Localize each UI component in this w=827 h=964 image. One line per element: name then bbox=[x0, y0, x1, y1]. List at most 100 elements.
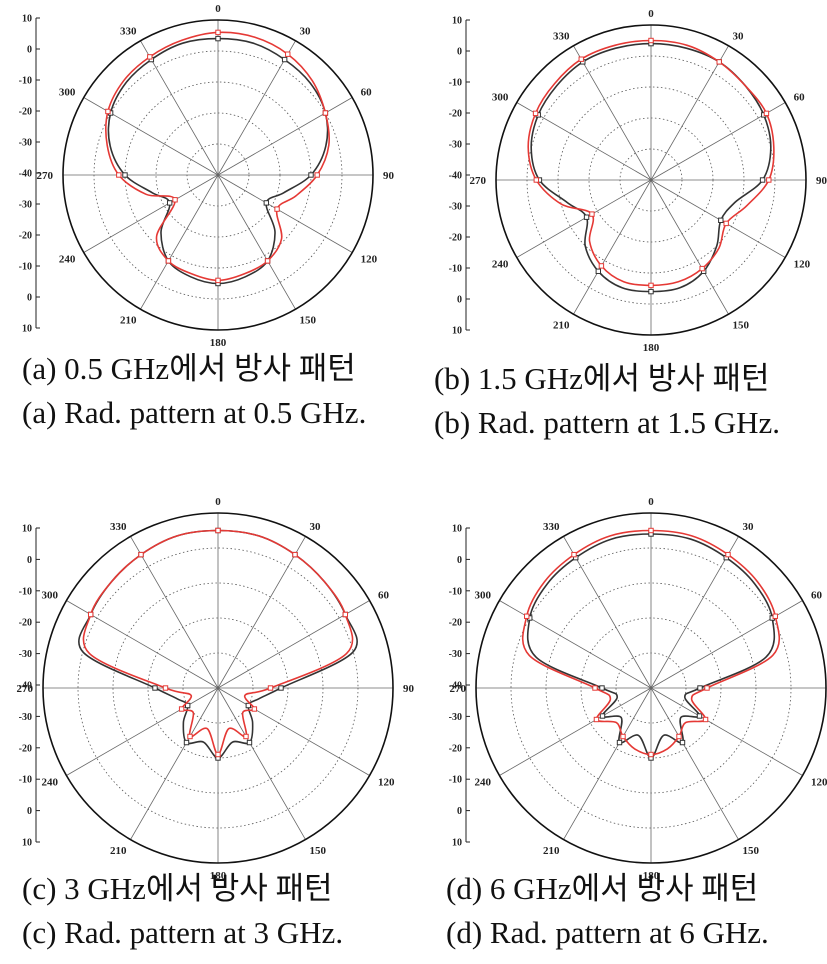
data-point bbox=[292, 551, 298, 558]
angle-label: 120 bbox=[794, 259, 811, 271]
data-point bbox=[595, 268, 602, 274]
angle-label: 240 bbox=[59, 254, 76, 266]
r-tick-label: -30 bbox=[449, 649, 462, 660]
data-point bbox=[616, 739, 623, 746]
data-point bbox=[648, 37, 654, 44]
data-point bbox=[178, 706, 185, 712]
r-tick-label: 10 bbox=[22, 838, 32, 849]
angle-label: 270 bbox=[17, 683, 34, 695]
grid-spoke bbox=[140, 174, 219, 310]
data-point bbox=[183, 739, 190, 746]
r-tick-label: 10 bbox=[452, 838, 462, 849]
r-tick-label: -40 bbox=[449, 171, 462, 182]
r-tick-label: -10 bbox=[449, 78, 462, 89]
grid-spoke bbox=[83, 174, 219, 253]
polar-plot-c: 0 30 60 90 120 150 180 210 240 270 300 330 10 0 -10 -20… bbox=[17, 496, 415, 882]
angle-label: 60 bbox=[794, 92, 806, 104]
data-point bbox=[87, 611, 94, 618]
data-point bbox=[215, 29, 221, 36]
r-tick-label: -10 bbox=[449, 775, 462, 786]
grid-spoke bbox=[563, 536, 652, 689]
r-tick-label: 0 bbox=[27, 806, 32, 817]
angle-label: 90 bbox=[816, 175, 827, 187]
data-point bbox=[648, 282, 654, 289]
caption-en-d: (d) Rad. pattern at 6 GHz. bbox=[446, 915, 769, 950]
polar-plot-d: 0306090120150180210240270300330100-10-20… bbox=[449, 496, 827, 882]
grid-spoke bbox=[217, 174, 353, 253]
data-point bbox=[166, 200, 173, 206]
data-point bbox=[267, 685, 274, 691]
r-tick-label: 10 bbox=[452, 524, 462, 535]
grid-spoke bbox=[499, 600, 652, 689]
data-point bbox=[679, 739, 686, 746]
r-tick-label: -20 bbox=[19, 618, 32, 629]
r-tick-label: -20 bbox=[449, 233, 462, 244]
data-point bbox=[314, 172, 320, 178]
angle-label: 0 bbox=[215, 496, 221, 508]
data-point bbox=[648, 751, 654, 758]
caption-ko-a: (a) 0.5 GHz에서 방사 패턴 bbox=[22, 351, 356, 386]
data-point bbox=[593, 716, 600, 723]
data-point bbox=[105, 108, 111, 115]
angle-label: 60 bbox=[378, 590, 390, 602]
data-point bbox=[696, 713, 703, 719]
grid-spoke bbox=[650, 179, 729, 315]
angle-label: 270 bbox=[37, 170, 54, 182]
angle-label: 300 bbox=[492, 92, 509, 104]
data-point bbox=[245, 702, 252, 709]
r-tick-label: -10 bbox=[449, 264, 462, 275]
polar-plot-a: 0 30 60 90 120 150 180 210 240 270 300 330 10 0 -10 -20… bbox=[19, 3, 395, 349]
angle-label: 270 bbox=[470, 175, 487, 187]
angle-label: 30 bbox=[310, 521, 322, 533]
grid-spoke bbox=[217, 40, 296, 176]
caption-ko-c: (c) 3 GHz에서 방사 패턴 bbox=[22, 871, 333, 906]
data-point bbox=[263, 200, 270, 206]
angle-label: 60 bbox=[811, 590, 823, 602]
angle-label: 120 bbox=[378, 777, 395, 789]
angle-label: 120 bbox=[811, 777, 827, 789]
data-point bbox=[147, 54, 153, 60]
r-tick-label: 0 bbox=[27, 555, 32, 566]
r-tick-label: 10 bbox=[22, 14, 32, 25]
data-point bbox=[162, 685, 169, 691]
data-point bbox=[723, 220, 729, 227]
data-point bbox=[187, 733, 193, 740]
data-point bbox=[184, 702, 191, 709]
data-point bbox=[571, 551, 577, 558]
angle-label: 180 bbox=[210, 337, 227, 349]
r-tick-label: -30 bbox=[19, 712, 32, 723]
angle-label: 150 bbox=[733, 320, 750, 332]
data-point bbox=[264, 258, 271, 264]
data-point bbox=[648, 527, 654, 534]
angle-label: 30 bbox=[743, 521, 755, 533]
r-tick-label: 0 bbox=[27, 45, 32, 56]
angle-label: 330 bbox=[120, 25, 137, 37]
r-tick-label: -30 bbox=[19, 200, 32, 211]
angle-label: 300 bbox=[42, 590, 59, 602]
grid-spoke bbox=[650, 45, 729, 181]
data-point bbox=[766, 177, 772, 183]
r-tick-label: -30 bbox=[449, 712, 462, 723]
data-point bbox=[716, 59, 722, 65]
grid-spoke bbox=[217, 687, 306, 840]
data-point bbox=[138, 551, 144, 558]
data-point bbox=[116, 172, 122, 178]
r-tick-label: -40 bbox=[19, 169, 32, 180]
data-point bbox=[172, 197, 178, 203]
angle-label: 240 bbox=[42, 777, 59, 789]
data-point bbox=[676, 733, 682, 740]
outer-circle bbox=[495, 24, 807, 336]
data-point bbox=[215, 277, 221, 284]
r-tick-label: -10 bbox=[449, 586, 462, 597]
caption-ko-d: (d) 6 GHz에서 방사 패턴 bbox=[446, 871, 759, 906]
r-tick-label: 0 bbox=[27, 293, 32, 304]
angle-label: 300 bbox=[475, 590, 492, 602]
angle-label: 240 bbox=[475, 777, 492, 789]
grid-spoke bbox=[217, 687, 370, 776]
data-point bbox=[697, 685, 703, 691]
r-tick-label: -10 bbox=[19, 775, 32, 786]
r-tick-label: 10 bbox=[22, 324, 32, 335]
data-point bbox=[702, 716, 709, 723]
r-tick-label: 10 bbox=[22, 524, 32, 535]
data-point bbox=[578, 56, 584, 62]
